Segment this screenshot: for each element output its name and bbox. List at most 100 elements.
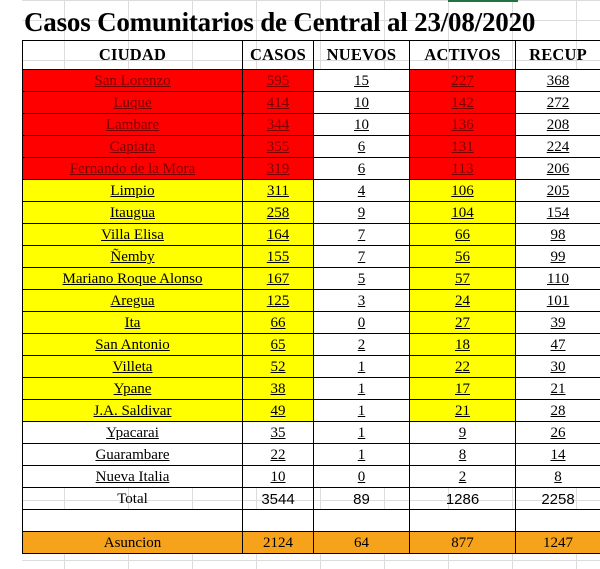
- cell-activos[interactable]: 113: [409, 157, 516, 180]
- cell-activos[interactable]: 142: [409, 91, 516, 114]
- cell-nuevos[interactable]: 7: [313, 223, 410, 246]
- cell-ciudad[interactable]: Ita: [22, 311, 243, 334]
- cell-ciudad[interactable]: Nueva Italia: [22, 465, 243, 488]
- cell-casos[interactable]: 355: [242, 135, 314, 158]
- cell-ciudad[interactable]: San Lorenzo: [22, 69, 243, 92]
- cell-casos[interactable]: 65: [242, 333, 314, 356]
- cell-recup[interactable]: 21: [515, 377, 600, 400]
- cell-nuevos[interactable]: 0: [313, 311, 410, 334]
- cell-nuevos[interactable]: 6: [313, 135, 410, 158]
- asuncion-nuevos[interactable]: 64: [313, 531, 410, 554]
- cell-ciudad[interactable]: Villeta: [22, 355, 243, 378]
- cell-nuevos[interactable]: 9: [313, 201, 410, 224]
- cell-casos[interactable]: 35: [242, 421, 314, 444]
- asuncion-ciudad[interactable]: Asuncion: [22, 531, 243, 554]
- cell-nuevos[interactable]: 2: [313, 333, 410, 356]
- cell-casos[interactable]: 164: [242, 223, 314, 246]
- cell-casos[interactable]: 49: [242, 399, 314, 422]
- cell-recup[interactable]: 101: [515, 289, 600, 312]
- empty-cell[interactable]: [22, 509, 243, 532]
- cell-nuevos[interactable]: 4: [313, 179, 410, 202]
- cell-activos[interactable]: 104: [409, 201, 516, 224]
- cell-ciudad[interactable]: Villa Elisa: [22, 223, 243, 246]
- cell-ciudad[interactable]: Lambare: [22, 113, 243, 136]
- cell-activos[interactable]: 227: [409, 69, 516, 92]
- header-activos[interactable]: ACTIVOS: [409, 40, 516, 70]
- cell-recup[interactable]: 98: [515, 223, 600, 246]
- cell-recup[interactable]: 154: [515, 201, 600, 224]
- cell-activos[interactable]: 21: [409, 399, 516, 422]
- total-ciudad[interactable]: Total: [22, 487, 243, 510]
- cell-ciudad[interactable]: Luque: [22, 91, 243, 114]
- cell-nuevos[interactable]: 15: [313, 69, 410, 92]
- cell-ciudad[interactable]: Itaugua: [22, 201, 243, 224]
- cell-casos[interactable]: 10: [242, 465, 314, 488]
- cell-recup[interactable]: 110: [515, 267, 600, 290]
- cell-recup[interactable]: 39: [515, 311, 600, 334]
- cell-casos[interactable]: 66: [242, 311, 314, 334]
- empty-cell[interactable]: [313, 509, 410, 532]
- total-recup[interactable]: 2258: [515, 487, 600, 510]
- cell-nuevos[interactable]: 3: [313, 289, 410, 312]
- sheet-title[interactable]: Casos Comunitarios de Central al 23/08/2…: [24, 7, 536, 37]
- cell-ciudad[interactable]: Ypane: [22, 377, 243, 400]
- total-activos[interactable]: 1286: [409, 487, 516, 510]
- cell-activos[interactable]: 106: [409, 179, 516, 202]
- cell-ciudad[interactable]: Ypacarai: [22, 421, 243, 444]
- cell-activos[interactable]: 2: [409, 465, 516, 488]
- cell-ciudad[interactable]: Fernando de la Mora: [22, 157, 243, 180]
- cell-activos[interactable]: 9: [409, 421, 516, 444]
- asuncion-casos[interactable]: 2124: [242, 531, 314, 554]
- cell-nuevos[interactable]: 0: [313, 465, 410, 488]
- cell-casos[interactable]: 155: [242, 245, 314, 268]
- cell-ciudad[interactable]: Ñemby: [22, 245, 243, 268]
- cell-ciudad[interactable]: Guarambare: [22, 443, 243, 466]
- cell-ciudad[interactable]: J.A. Saldivar: [22, 399, 243, 422]
- cell-activos[interactable]: 22: [409, 355, 516, 378]
- cell-recup[interactable]: 368: [515, 69, 600, 92]
- asuncion-activos[interactable]: 877: [409, 531, 516, 554]
- cell-recup[interactable]: 8: [515, 465, 600, 488]
- cell-casos[interactable]: 595: [242, 69, 314, 92]
- cell-ciudad[interactable]: Limpio: [22, 179, 243, 202]
- empty-cell[interactable]: [242, 509, 314, 532]
- cell-recup[interactable]: 30: [515, 355, 600, 378]
- cell-activos[interactable]: 136: [409, 113, 516, 136]
- empty-cell[interactable]: [409, 509, 516, 532]
- cell-recup[interactable]: 272: [515, 91, 600, 114]
- cell-nuevos[interactable]: 5: [313, 267, 410, 290]
- cell-recup[interactable]: 14: [515, 443, 600, 466]
- cell-ciudad[interactable]: Mariano Roque Alonso: [22, 267, 243, 290]
- cell-ciudad[interactable]: Aregua: [22, 289, 243, 312]
- cell-ciudad[interactable]: San Antonio: [22, 333, 243, 356]
- cell-casos[interactable]: 311: [242, 179, 314, 202]
- cell-nuevos[interactable]: 1: [313, 399, 410, 422]
- header-nuevos[interactable]: NUEVOS: [313, 40, 410, 70]
- cell-casos[interactable]: 125: [242, 289, 314, 312]
- cell-recup[interactable]: 26: [515, 421, 600, 444]
- cell-casos[interactable]: 319: [242, 157, 314, 180]
- cell-casos[interactable]: 52: [242, 355, 314, 378]
- cell-recup[interactable]: 47: [515, 333, 600, 356]
- cell-nuevos[interactable]: 10: [313, 113, 410, 136]
- total-nuevos[interactable]: 89: [313, 487, 410, 510]
- cell-activos[interactable]: 57: [409, 267, 516, 290]
- cell-recup[interactable]: 99: [515, 245, 600, 268]
- cell-nuevos[interactable]: 7: [313, 245, 410, 268]
- cell-activos[interactable]: 27: [409, 311, 516, 334]
- cell-nuevos[interactable]: 1: [313, 377, 410, 400]
- cell-recup[interactable]: 224: [515, 135, 600, 158]
- cell-casos[interactable]: 38: [242, 377, 314, 400]
- cell-activos[interactable]: 18: [409, 333, 516, 356]
- cell-nuevos[interactable]: 1: [313, 355, 410, 378]
- cell-recup[interactable]: 206: [515, 157, 600, 180]
- cell-casos[interactable]: 258: [242, 201, 314, 224]
- header-casos[interactable]: CASOS: [242, 40, 314, 70]
- cell-casos[interactable]: 167: [242, 267, 314, 290]
- cell-nuevos[interactable]: 1: [313, 443, 410, 466]
- cell-activos[interactable]: 8: [409, 443, 516, 466]
- cell-activos[interactable]: 66: [409, 223, 516, 246]
- asuncion-recup[interactable]: 1247: [515, 531, 600, 554]
- cell-casos[interactable]: 414: [242, 91, 314, 114]
- header-recup[interactable]: RECUP: [515, 40, 600, 70]
